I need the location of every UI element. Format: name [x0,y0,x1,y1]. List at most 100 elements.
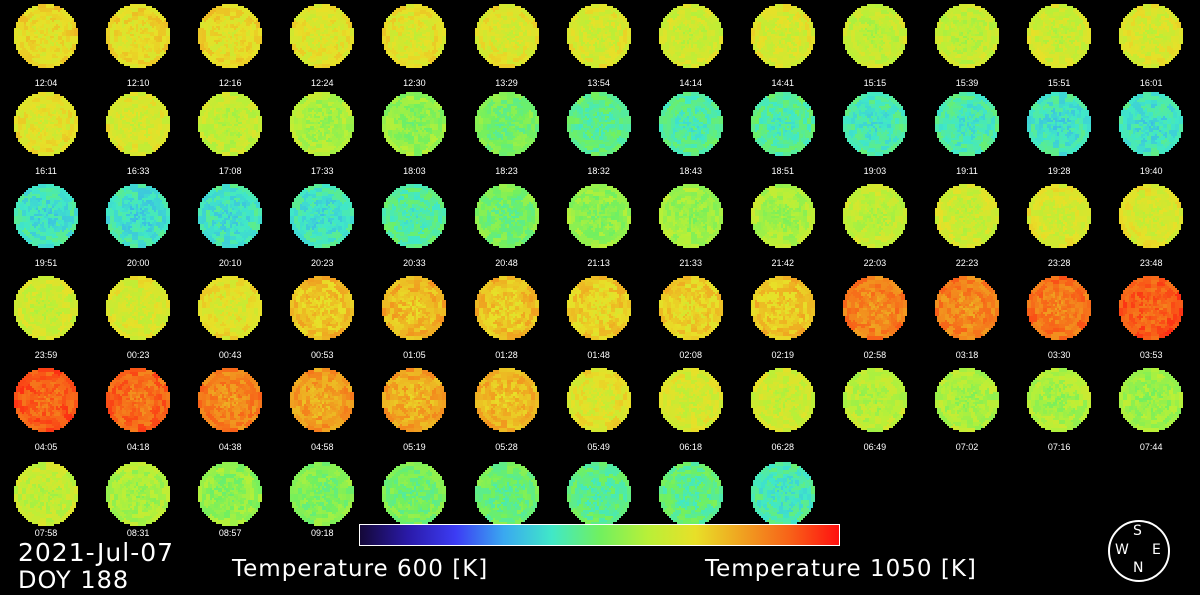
time-label: 07:44 [1139,442,1163,452]
sky-map-63 [1027,368,1092,432]
time-label: 05:28 [495,442,518,452]
sky-map-35 [842,184,907,248]
sky-map-14 [106,92,171,156]
time-label: 14:41 [771,78,795,88]
sky-map-44 [474,276,539,340]
sky-map-8 [750,4,815,68]
time-label: 15:39 [955,78,979,88]
time-label: 19:03 [863,166,887,176]
time-label: 18:32 [587,166,610,176]
time-label: 04:18 [126,442,150,452]
time-label: 07:58 [34,528,58,538]
sky-map-72 [658,462,723,526]
time-label: 06:49 [863,442,887,452]
time-label: 23:59 [34,350,58,360]
sky-map-54 [198,368,263,432]
sky-map-21 [750,92,815,156]
sky-map-58 [566,368,631,432]
time-label: 13:29 [495,78,518,88]
time-label: 02:58 [863,350,887,360]
time-label: 22:23 [955,258,979,268]
time-label: 20:48 [495,258,518,268]
compass-left: W [1115,542,1129,558]
sky-map-24 [1027,92,1092,156]
time-label: 12:16 [218,78,242,88]
sky-map-32 [566,184,631,248]
sky-map-0 [14,4,78,68]
sky-map-7 [658,4,723,68]
time-label: 14:14 [679,78,702,88]
time-label: 21:33 [679,258,702,268]
time-label: 17:08 [218,166,242,176]
compass-icon: S W E N [1108,520,1170,582]
sky-map-19 [566,92,631,156]
sky-map-33 [658,184,723,248]
colorbar-min-label: Temperature 600 [K] [232,556,489,582]
time-label: 21:42 [771,258,795,268]
time-label: 06:18 [679,442,702,452]
time-label: 09:18 [311,528,334,538]
sky-map-38 [1119,184,1184,248]
time-label: 20:33 [403,258,426,268]
time-label: 05:49 [587,442,610,452]
time-label: 16:01 [1139,78,1163,88]
sky-map-59 [658,368,723,432]
time-label: 20:00 [126,258,150,268]
time-label: 18:43 [679,166,702,176]
date-label: 2021-Jul-07 [18,538,175,567]
sky-map-42 [290,276,355,340]
time-label: 03:30 [1047,350,1071,360]
sky-map-51 [1119,276,1184,340]
sky-map-31 [474,184,539,248]
time-label: 16:11 [35,166,57,176]
sky-map-27 [106,184,171,248]
sky-map-36 [935,184,999,248]
sky-map-67 [198,462,263,526]
sky-map-53 [106,368,171,432]
sky-map-18 [474,92,539,156]
time-label: 17:33 [311,166,334,176]
time-label: 05:19 [403,442,426,452]
time-label: 21:13 [587,258,610,268]
sky-map-68 [290,462,355,526]
time-label: 08:57 [218,528,242,538]
sky-map-13 [14,92,78,156]
time-label: 23:28 [1047,258,1071,268]
time-label: 03:18 [955,350,979,360]
time-label: 13:54 [587,78,610,88]
sky-map-12 [1119,4,1184,68]
sky-map-41 [198,276,263,340]
time-label: 18:03 [403,166,426,176]
sky-map-47 [750,276,815,340]
time-label: 18:51 [771,166,795,176]
time-label: 18:23 [495,166,518,176]
sky-map-48 [842,276,907,340]
time-label: 00:23 [126,350,150,360]
time-label: 00:53 [311,350,334,360]
sky-map-37 [1027,184,1092,248]
sky-map-6 [566,4,631,68]
sky-map-66 [106,462,171,526]
sky-map-49 [935,276,999,340]
sky-map-29 [290,184,355,248]
time-label: 15:15 [863,78,887,88]
time-label: 20:23 [311,258,334,268]
time-label: 12:30 [403,78,426,88]
sky-map-23 [935,92,999,156]
sky-map-17 [382,92,447,156]
time-label: 06:28 [771,442,795,452]
sky-map-70 [474,462,539,526]
sky-map-56 [382,368,447,432]
sky-map-2 [198,4,263,68]
sky-map-11 [1027,4,1092,68]
time-label: 19:11 [956,166,978,176]
sky-map-40 [106,276,171,340]
time-label: 01:48 [587,350,610,360]
sky-map-20 [658,92,723,156]
time-label: 04:38 [218,442,242,452]
compass-bottom: N [1133,560,1144,576]
time-label: 01:05 [403,350,426,360]
sky-map-57 [474,368,539,432]
sky-map-45 [566,276,631,340]
time-label: 12:24 [311,78,334,88]
